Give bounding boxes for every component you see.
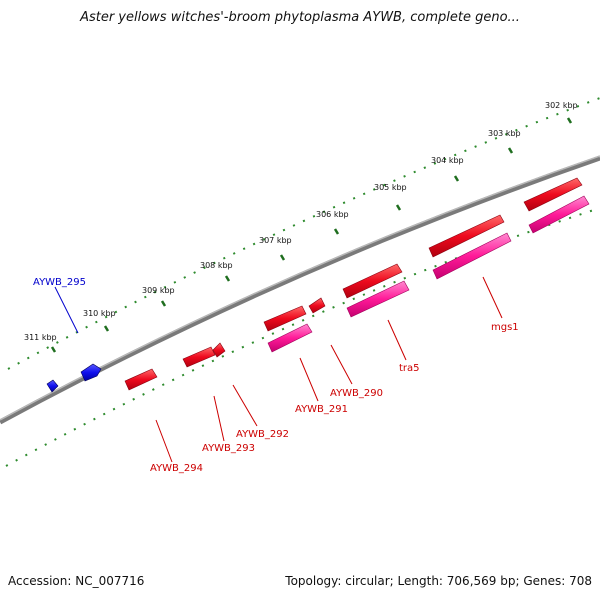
gene-arrow-mgs1-pink[interactable] [528,195,590,234]
scale-label: 307 kbp [259,236,292,245]
gene-label-aywb295[interactable]: AYWB_295 [33,277,86,288]
scale-label: 302 kbp [545,101,578,110]
leader-lines [54,276,503,463]
forward-genes [124,177,583,391]
gene-arrow-aywb290-red[interactable] [308,297,326,314]
scale-label: 305 kbp [374,183,407,192]
scale-ticks-outer [7,97,600,370]
gene-label-aywb292[interactable]: AYWB_292 [236,429,289,440]
gene-arrow-mgs1-red[interactable] [523,177,583,212]
scale-label: 309 kbp [142,286,175,295]
scale-label: 311 kbp [24,333,57,342]
gene-arrow-tra5-pink[interactable] [346,280,410,318]
major-ticks [50,117,573,353]
gene-arrow-pink[interactable] [432,232,512,280]
gene-arrow-aywb293-red[interactable] [182,346,216,368]
gene-label-aywb293[interactable]: AYWB_293 [202,443,255,454]
gene-arrow-tra5-red[interactable] [342,263,403,299]
reverse-genes [46,363,102,393]
gene-arrow-aywb295[interactable] [80,363,102,382]
gene-arrow-aywb291-pink[interactable] [267,323,313,353]
gene-labels: AYWB_295 mgs1 tra5 AYWB_290 AYWB_291 AYW… [33,277,519,474]
backbone [0,155,600,425]
gene-arrow-aywb291-red[interactable] [263,305,307,332]
gene-label-aywb291[interactable]: AYWB_291 [295,404,348,415]
gene-label-tra5[interactable]: tra5 [399,363,420,374]
scale-label: 308 kbp [200,261,233,270]
accession-text: Accession: NC_007716 [8,574,145,588]
genome-summary-text: Topology: circular; Length: 706,569 bp; … [285,574,592,588]
scale-label: 303 kbp [488,129,521,138]
map-title: Aster yellows witches'-broom phytoplasma… [80,10,520,25]
gene-label-aywb294[interactable]: AYWB_294 [150,463,203,474]
gene-arrow-blue[interactable] [46,379,59,393]
gene-arrow-aywb294-red[interactable] [124,368,158,391]
gene-arrow-tra5-region-red[interactable] [428,214,505,258]
gene-arrow-aywb292-red[interactable] [212,342,226,358]
gene-label-aywb290[interactable]: AYWB_290 [330,388,383,399]
scale-label: 306 kbp [316,210,349,219]
scale-label: 304 kbp [431,156,464,165]
scale-label: 310 kbp [83,309,116,318]
pink-features [267,195,590,353]
gene-label-mgs1[interactable]: mgs1 [491,322,519,333]
scale-ticks-inner [5,207,600,467]
scale-labels: 302 kbp 303 kbp 304 kbp 305 kbp 306 kbp … [24,101,578,342]
